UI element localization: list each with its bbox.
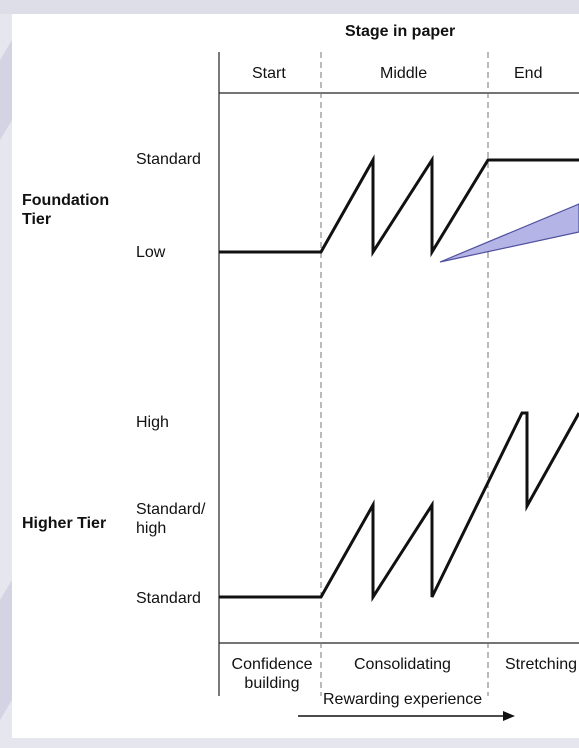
foundation-tier-line (219, 154, 579, 258)
higher-tier-line (219, 411, 579, 603)
rewarding-arrow-head (503, 711, 515, 721)
level-label-higher-standard: Standard (136, 590, 201, 607)
diagram-panel (12, 14, 579, 738)
descriptor-stretching: Stretching (505, 656, 578, 673)
callout-pointer (439, 203, 579, 263)
stage-label-end: End (514, 65, 543, 82)
level-label-foundation-low: Low (136, 244, 166, 261)
higher-tier-label: Higher Tier (22, 515, 107, 532)
stage-label-start: Start (252, 65, 286, 82)
descriptor-confidence-building: Confidence building (231, 656, 313, 692)
level-label-foundation-standard: Standard (136, 151, 201, 168)
arrow-label: Rewarding experience (323, 691, 483, 708)
level-label-higher-high: High (136, 414, 169, 431)
level-label-higher-standard-high: Standard/ high (136, 501, 206, 537)
stage-label-middle: Middle (380, 65, 428, 82)
descriptor-consolidating: Consolidating (354, 656, 451, 673)
foundation-tier-label: Foundation Tier (22, 192, 110, 228)
diagram-title: Stage in paper (345, 23, 456, 40)
